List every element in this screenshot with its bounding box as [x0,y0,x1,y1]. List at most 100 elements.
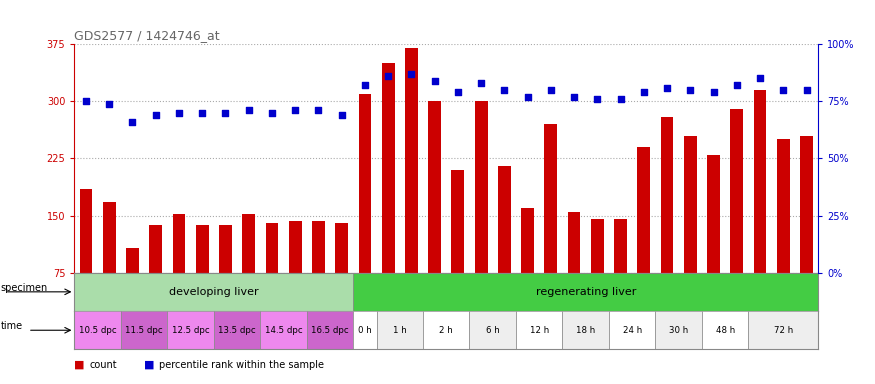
Bar [428,101,441,273]
Point [753,75,767,81]
Bar [661,116,674,273]
Bar [242,214,256,273]
Bar [405,48,417,273]
Point [567,94,581,100]
Text: 1 h: 1 h [393,326,407,335]
Point [149,112,163,118]
Bar [289,221,302,273]
Text: specimen: specimen [1,283,48,293]
Point [474,80,488,86]
Text: 14.5 dpc: 14.5 dpc [265,326,303,335]
Point [521,94,535,100]
Point [382,73,396,79]
Bar [196,225,208,273]
Point [288,108,302,114]
Bar [307,311,354,349]
Bar [423,311,470,349]
Bar [591,219,604,273]
Point [265,109,279,116]
Text: GDS2577 / 1424746_at: GDS2577 / 1424746_at [74,28,220,41]
Text: 2 h: 2 h [439,326,453,335]
Text: 13.5 dpc: 13.5 dpc [218,326,256,335]
Bar [265,223,278,273]
Bar [498,166,511,273]
Text: 24 h: 24 h [623,326,642,335]
Text: 12.5 dpc: 12.5 dpc [172,326,209,335]
Point [195,109,209,116]
Bar [376,311,423,349]
Text: 0 h: 0 h [358,326,372,335]
Text: 30 h: 30 h [669,326,689,335]
Point [683,87,697,93]
Bar [214,311,261,349]
Bar [563,311,609,349]
Bar [544,124,557,273]
Bar [74,273,354,311]
Bar [354,273,818,311]
Point [591,96,605,102]
Bar [359,94,371,273]
Bar [80,189,93,273]
Bar [470,311,516,349]
Point [172,109,186,116]
Bar [167,311,214,349]
Text: regenerating liver: regenerating liver [536,287,636,297]
Bar [74,311,121,349]
Text: 10.5 dpc: 10.5 dpc [79,326,116,335]
Bar [103,202,116,273]
Point [544,87,558,93]
Bar [609,311,655,349]
Point [312,108,326,114]
Bar [753,90,766,273]
Bar [637,147,650,273]
Point [800,87,814,93]
Bar [731,109,743,273]
Text: 72 h: 72 h [774,326,793,335]
Point [102,101,116,107]
Text: 6 h: 6 h [486,326,500,335]
Point [497,87,511,93]
Point [125,119,139,125]
Text: 48 h: 48 h [716,326,735,335]
Bar [172,214,186,273]
Bar [748,311,818,349]
Bar [121,311,167,349]
Bar [684,136,696,273]
Bar [219,225,232,273]
Bar [354,311,376,349]
Point [613,96,627,102]
Bar [126,248,139,273]
Bar [655,311,702,349]
Point [219,109,233,116]
Bar [382,63,395,273]
Bar [150,225,162,273]
Bar [702,311,748,349]
Bar [777,139,789,273]
Point [428,78,442,84]
Text: 18 h: 18 h [576,326,595,335]
Text: count: count [89,360,117,370]
Bar [312,221,325,273]
Bar [516,311,563,349]
Point [451,89,465,95]
Text: 16.5 dpc: 16.5 dpc [312,326,349,335]
Point [637,89,651,95]
Text: 12 h: 12 h [529,326,549,335]
Point [404,71,418,77]
Point [660,84,674,91]
Bar [475,101,487,273]
Bar [707,155,720,273]
Bar [568,212,580,273]
Point [776,87,790,93]
Bar [800,136,813,273]
Text: 11.5 dpc: 11.5 dpc [125,326,163,335]
Text: ■: ■ [74,360,85,370]
Text: developing liver: developing liver [169,287,259,297]
Text: time: time [1,321,23,331]
Bar [335,223,348,273]
Bar [614,219,627,273]
Point [706,89,720,95]
Bar [261,311,307,349]
Bar [522,208,534,273]
Point [79,98,93,104]
